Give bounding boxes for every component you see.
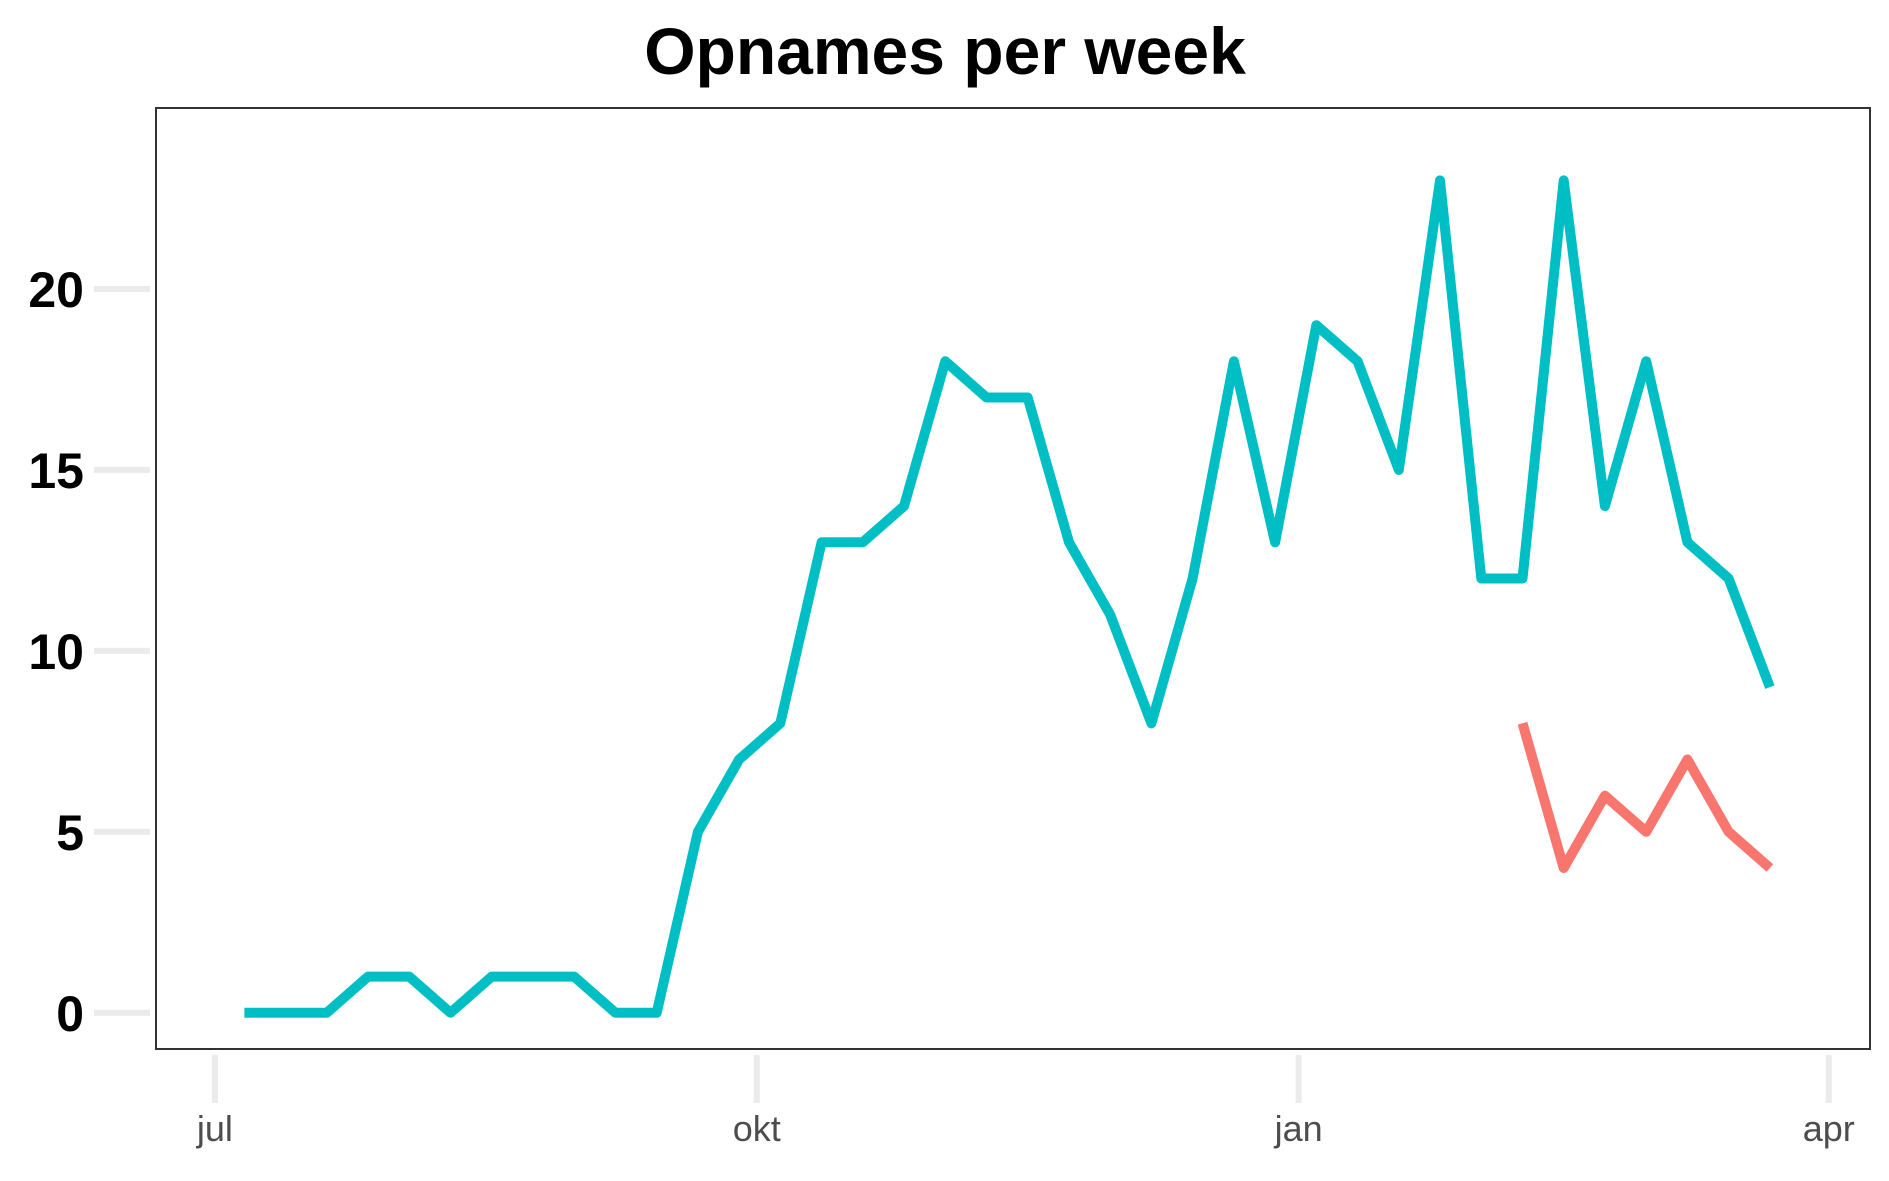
series-line-1 [244,175,1775,1018]
y-tick-label: 15 [28,443,84,499]
x-tick-label: okt [733,1108,781,1149]
y-axis: 0 5 10 15 20 [28,262,150,1042]
x-tick-label: jul [196,1108,233,1149]
plot-panel [155,107,1871,1050]
x-axis: jul okt jan apr [196,1055,1855,1149]
chart-title: Opnames per week [644,14,1246,88]
y-tick-label: 20 [28,262,84,318]
y-tick-label: 10 [28,624,84,680]
x-tick-label: jan [1274,1108,1323,1149]
x-tick-label: apr [1803,1108,1855,1149]
y-tick-label: 0 [56,986,84,1042]
series-layer [244,175,1775,1018]
series-line-2 [1517,721,1774,873]
y-tick-label: 5 [56,805,84,861]
